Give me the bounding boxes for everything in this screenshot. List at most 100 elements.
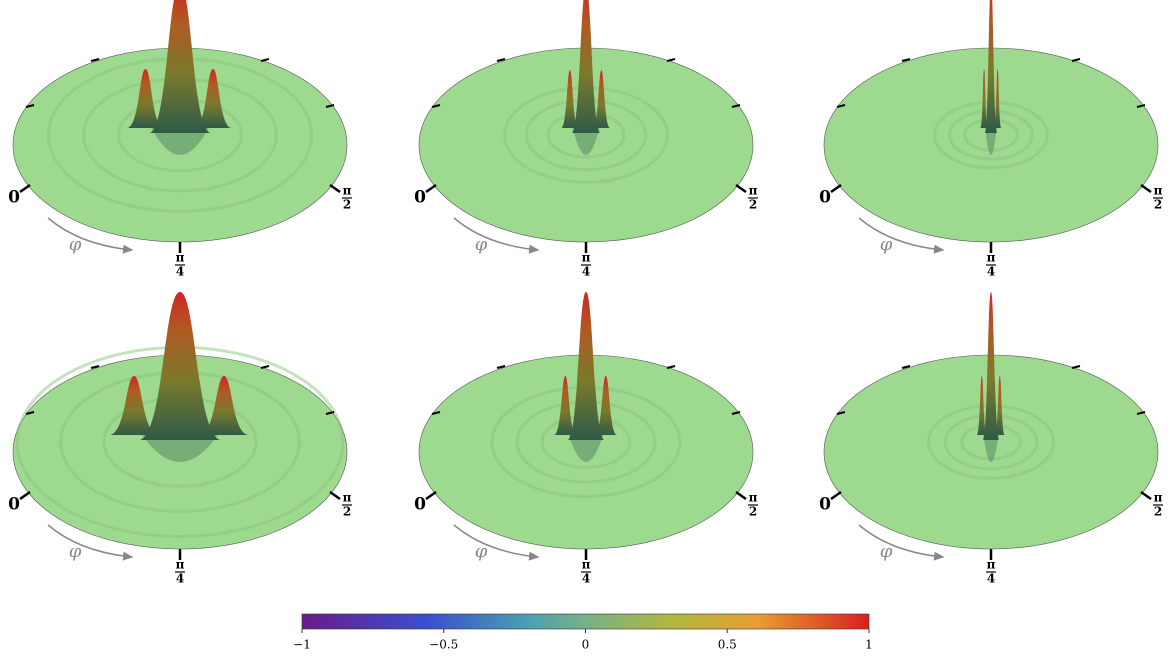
side-lobe xyxy=(977,376,987,435)
rim-tick xyxy=(836,411,846,415)
angle-label: 0 xyxy=(414,495,426,515)
angle-denominator: 2 xyxy=(749,505,757,519)
phi-arrow xyxy=(47,524,134,561)
angle-numerator: π xyxy=(749,184,758,198)
rim-tick xyxy=(901,365,911,369)
rim-tick xyxy=(90,58,100,62)
angle-numerator: π xyxy=(1154,184,1163,198)
angle-numerator: π xyxy=(343,184,352,198)
colorbar xyxy=(301,613,870,630)
phi-label: φ xyxy=(475,541,488,562)
rim-tick xyxy=(731,104,741,108)
rim-tick xyxy=(90,365,100,369)
rim-tick xyxy=(425,183,437,194)
rim-tick xyxy=(1140,490,1152,501)
rim-tick xyxy=(325,411,335,415)
phi-arrow xyxy=(858,217,945,254)
phi-arrow xyxy=(858,524,945,561)
rim-tick xyxy=(325,104,335,108)
rim-tick xyxy=(666,58,676,62)
side-lobe xyxy=(195,69,231,128)
colorbar-tick-label: 1 xyxy=(865,638,873,652)
angle-denominator: 4 xyxy=(987,265,995,279)
side-lobe xyxy=(593,70,610,128)
angle-denominator: 4 xyxy=(582,572,590,586)
rim-tick xyxy=(830,183,842,194)
phi-label: φ xyxy=(69,541,82,562)
angle-denominator: 4 xyxy=(987,572,995,586)
rim-tick xyxy=(731,411,741,415)
main-peak xyxy=(140,292,220,440)
main-peak xyxy=(983,292,999,440)
side-lobe xyxy=(554,376,577,435)
side-lobe xyxy=(110,376,158,435)
angle-denominator: 2 xyxy=(1154,505,1162,519)
side-lobe xyxy=(595,376,617,435)
angle-label: 0 xyxy=(8,188,20,208)
angle-numerator: π xyxy=(176,251,185,265)
angle-numerator: π xyxy=(987,251,996,265)
phi-arrow xyxy=(47,217,134,254)
angle-numerator: π xyxy=(343,491,352,505)
angle-denominator: 2 xyxy=(343,505,351,519)
rim-tick xyxy=(735,490,747,501)
angle-label: 0 xyxy=(8,495,20,515)
rim-tick xyxy=(735,183,747,194)
phi-label: φ xyxy=(880,234,893,255)
angle-denominator: 2 xyxy=(749,198,757,212)
main-peak xyxy=(568,292,604,440)
angle-label: 0 xyxy=(819,495,831,515)
rim-tick xyxy=(1071,58,1081,62)
rim-tick xyxy=(666,365,676,369)
rim-tick xyxy=(1136,411,1146,415)
rim-tick xyxy=(1140,183,1152,194)
rim-tick xyxy=(431,411,441,415)
rim-tick xyxy=(260,365,270,369)
angle-numerator: π xyxy=(749,491,758,505)
main-peak xyxy=(572,0,600,133)
rim-tick xyxy=(19,183,31,194)
angle-numerator: π xyxy=(987,558,996,572)
rim-tick xyxy=(830,490,842,501)
side-lobe xyxy=(995,376,1005,435)
rim-tick xyxy=(1071,365,1081,369)
side-lobe xyxy=(994,69,1002,128)
angle-denominator: 4 xyxy=(176,572,184,586)
rim-tick xyxy=(836,104,846,108)
angle-numerator: π xyxy=(176,558,185,572)
rim-tick xyxy=(425,490,437,501)
side-lobe xyxy=(127,69,164,128)
colorbar-tick-label: −1 xyxy=(293,638,311,652)
rim-tick xyxy=(329,183,341,194)
phi-label: φ xyxy=(475,234,488,255)
angle-label: 0 xyxy=(414,188,426,208)
rim-tick xyxy=(901,58,911,62)
phi-label: φ xyxy=(880,541,893,562)
angle-denominator: 2 xyxy=(343,198,351,212)
angle-label: 0 xyxy=(819,188,831,208)
main-peak xyxy=(150,0,210,133)
angle-denominator: 4 xyxy=(582,265,590,279)
rim-tick xyxy=(329,490,341,501)
side-lobe xyxy=(561,70,579,128)
side-lobe xyxy=(980,69,988,128)
angle-numerator: π xyxy=(1154,491,1163,505)
phi-arrow xyxy=(453,524,540,561)
rim-tick xyxy=(19,490,31,501)
colorbar-tick-label: 0.5 xyxy=(718,638,737,652)
side-lobe xyxy=(200,376,248,435)
phi-arrow xyxy=(453,217,540,254)
rim-tick xyxy=(25,411,35,415)
rim-tick xyxy=(496,365,506,369)
main-peak xyxy=(985,0,997,133)
rim-tick xyxy=(431,104,441,108)
angle-denominator: 2 xyxy=(1154,198,1162,212)
angle-numerator: π xyxy=(582,558,591,572)
phi-label: φ xyxy=(69,234,82,255)
colorbar-tick-label: −0.5 xyxy=(429,638,458,652)
rim-tick xyxy=(496,58,506,62)
angle-numerator: π xyxy=(582,251,591,265)
rim-tick xyxy=(260,58,270,62)
rim-tick xyxy=(25,104,35,108)
rim-tick xyxy=(1136,104,1146,108)
